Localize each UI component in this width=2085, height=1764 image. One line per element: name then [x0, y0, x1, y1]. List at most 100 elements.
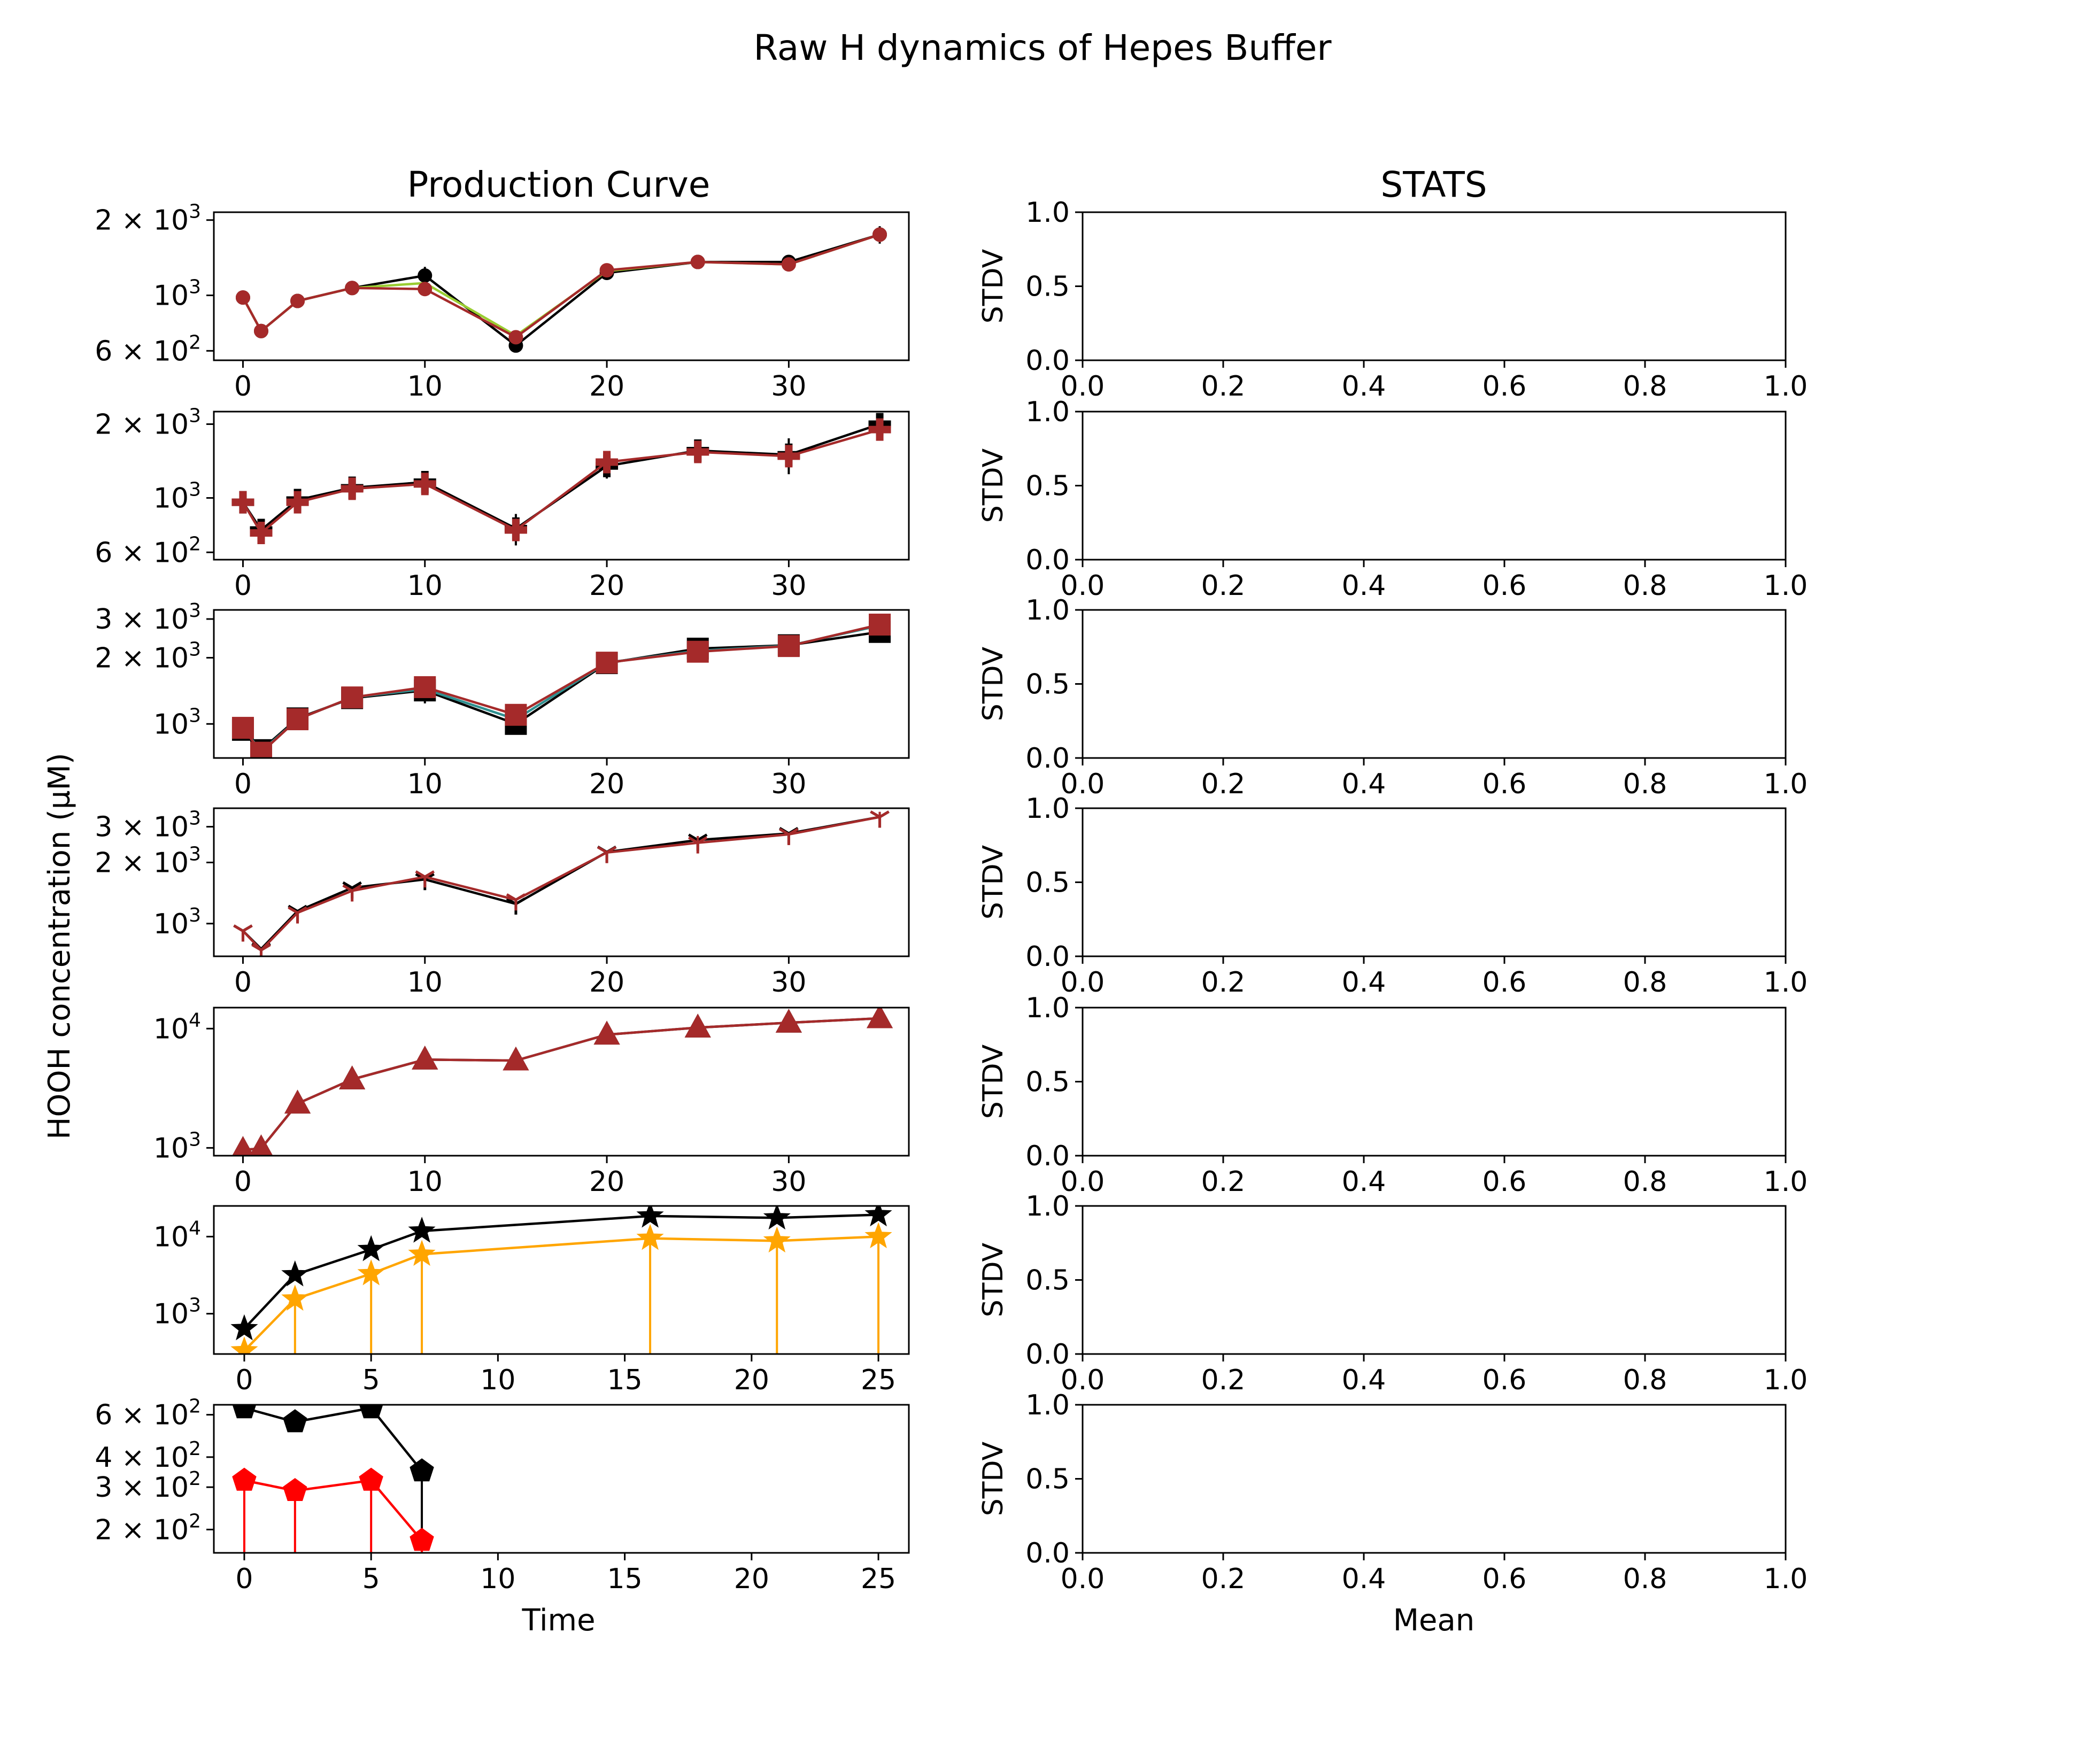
x-tick-label: 10	[407, 570, 443, 602]
axes-frame	[213, 211, 910, 361]
x-tick-label: 0	[234, 370, 252, 403]
data-point	[249, 1134, 273, 1156]
data-point	[872, 227, 887, 242]
x-tick-label: 0.4	[1342, 1364, 1386, 1396]
stats-7: 0.0 0.2 0.4 0.6 0.8 1.0 0.0 0.5 1.0 STDV	[977, 1389, 1808, 1595]
plot-area	[232, 1405, 434, 1553]
y-tick-label: 3 × 103	[95, 600, 201, 636]
data-point	[864, 1206, 892, 1227]
stdv-axis-label: STDV	[977, 1242, 1009, 1317]
data-point	[281, 1260, 309, 1287]
x-tick-label: 1.0	[1764, 1166, 1808, 1198]
x-tick-label: 10	[407, 370, 443, 403]
x-tick-label: 5	[362, 1364, 380, 1396]
x-tick-label: 1.0	[1764, 1364, 1808, 1396]
x-tick-label: 0.4	[1342, 1166, 1386, 1198]
y-tick-label: 3 × 102	[95, 1468, 201, 1504]
series-line	[242, 428, 881, 535]
data-point	[359, 1467, 383, 1491]
y-tick-label: 6 × 102	[95, 533, 201, 569]
data-point	[597, 846, 617, 863]
stats-4: 0.0 0.2 0.4 0.6 0.8 1.0 0.0 0.5 1.0 STDV	[977, 793, 1808, 999]
series-orange	[230, 1222, 892, 1354]
x-tick-label: 10	[480, 1563, 515, 1595]
y-tick-label: 1.0	[1025, 1190, 1070, 1223]
data-point	[283, 1409, 307, 1433]
y-tick-label: 103	[153, 904, 201, 940]
x-tick-label: 30	[771, 370, 806, 403]
data-point	[686, 640, 709, 663]
axes-frame	[213, 1404, 910, 1554]
y-tick-label: 1.0	[1025, 793, 1070, 825]
data-point	[504, 519, 527, 541]
x-tick-label: 0.6	[1482, 570, 1527, 602]
y-tick-label: 2 × 102	[95, 1510, 201, 1546]
x-tick-label: 0.6	[1482, 1563, 1527, 1595]
x-tick-label: 1.0	[1764, 370, 1808, 403]
y-tick-label: 0.5	[1025, 271, 1070, 303]
data-point	[286, 491, 309, 514]
y-tick-label: 2 × 103	[95, 201, 201, 237]
data-point	[690, 254, 705, 269]
data-point	[288, 906, 307, 924]
data-point	[357, 1235, 385, 1262]
x-tick-label: 0.0	[1061, 966, 1105, 999]
plot-area	[233, 810, 890, 956]
stdv-axis-label: STDV	[977, 1441, 1009, 1516]
data-point	[505, 703, 527, 726]
data-point	[418, 268, 433, 283]
x-tick-label: 0.2	[1201, 570, 1246, 602]
series-line	[244, 1406, 423, 1472]
series-brown	[235, 227, 887, 345]
data-point	[281, 1285, 309, 1311]
axes-frame	[213, 1205, 910, 1355]
data-point	[506, 893, 526, 911]
x-tick-label: 30	[771, 570, 806, 602]
y-tick-label: 6 × 102	[95, 331, 201, 367]
y-tick-label: 0.5	[1025, 1066, 1070, 1098]
x-tick-label: 30	[771, 1166, 806, 1198]
x-tick-label: 0.4	[1342, 966, 1386, 999]
x-tick-label: 0	[235, 1563, 253, 1595]
data-point	[636, 1224, 664, 1250]
plot-area	[231, 413, 891, 546]
y-tick-label: 104	[153, 1217, 201, 1253]
data-point	[777, 635, 800, 657]
y-tick-label: 0.0	[1025, 742, 1070, 775]
series-line	[242, 423, 881, 532]
series-black	[230, 1206, 892, 1341]
stats-1: 0.0 0.2 0.4 0.6 0.8 1.0 0.0 0.5 1.0 STDV	[977, 197, 1808, 403]
series-line	[242, 233, 881, 339]
data-point	[593, 1020, 620, 1045]
data-point	[599, 263, 614, 278]
subplot-grid: 0 10 20 30 6 × 102 103 2 × 103 0 10 20 30 6 × 102 10…	[95, 197, 1808, 1595]
data-point	[339, 1065, 366, 1089]
x-tick-label: 0	[234, 570, 252, 602]
x-tick-label: 0.0	[1061, 370, 1105, 403]
x-tick-label: 25	[861, 1364, 896, 1396]
stdv-axis-label: STDV	[977, 845, 1009, 919]
y-tick-label: 0.5	[1025, 470, 1070, 502]
y-tick-label: 2 × 103	[95, 638, 201, 674]
data-point	[763, 1206, 791, 1230]
stats-2: 0.0 0.2 0.4 0.6 0.8 1.0 0.0 0.5 1.0 STDV	[977, 396, 1808, 602]
data-point	[686, 440, 709, 463]
x-tick-label: 1.0	[1764, 966, 1808, 999]
x-tick-label: 0.0	[1061, 1563, 1105, 1595]
x-tick-label: 20	[589, 768, 624, 800]
y-tick-label: 0.0	[1025, 941, 1070, 973]
x-tick-label: 20	[589, 966, 624, 999]
x-tick-label: 0	[234, 768, 252, 800]
data-point	[596, 451, 619, 474]
stats-6: 0.0 0.2 0.4 0.6 0.8 1.0 0.0 0.5 1.0 STDV	[977, 1190, 1808, 1396]
x-tick-label: 15	[607, 1364, 643, 1396]
production-curve-5: 0 10 20 30 103 104	[153, 1007, 910, 1198]
x-tick-label: 0.4	[1342, 570, 1386, 602]
x-axis-label-mean: Mean	[1393, 1603, 1475, 1638]
y-tick-label: 3 × 103	[95, 808, 201, 844]
y-tick-label: 103	[153, 276, 201, 312]
x-tick-label: 0	[234, 1166, 252, 1198]
data-point	[232, 1467, 257, 1491]
